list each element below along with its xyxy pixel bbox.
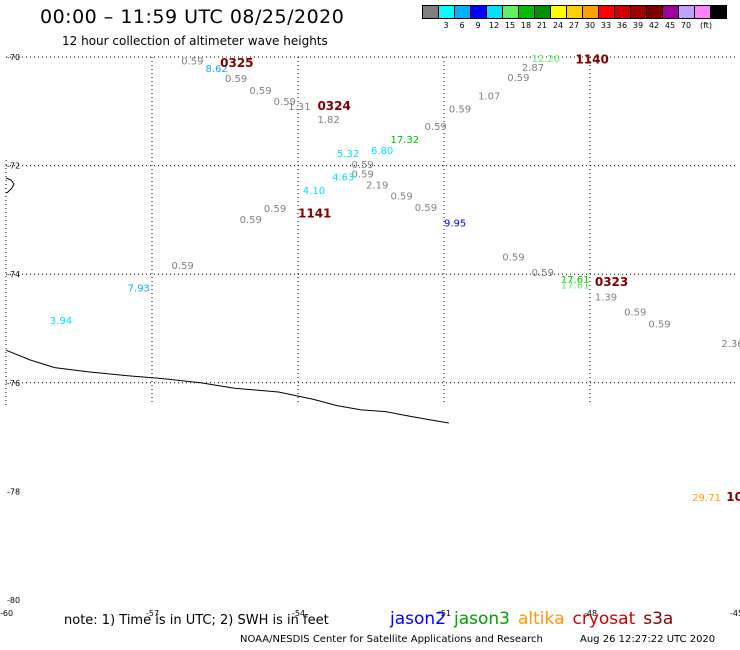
wave-height-value: 2.87 bbox=[522, 63, 544, 74]
wave-height-value: 1.31 bbox=[288, 102, 310, 113]
color-scale-label: 12 bbox=[488, 21, 500, 30]
pass-time-label: 0325 bbox=[220, 56, 253, 70]
legend-item: cryosat bbox=[572, 609, 636, 629]
wave-height-value: 0.59 bbox=[171, 261, 193, 272]
lon-label: -45 bbox=[730, 609, 740, 618]
wave-height-value: 0.59 bbox=[425, 122, 447, 133]
wave-height-value: 0.59 bbox=[449, 104, 471, 115]
legend-item: altika bbox=[518, 609, 565, 629]
lat-label: -74 bbox=[7, 270, 20, 279]
wave-height-value: 8.62 bbox=[206, 64, 228, 75]
color-scale-label: 3 bbox=[443, 21, 449, 30]
wave-height-value: 3.94 bbox=[50, 316, 72, 327]
color-scale-label: 30 bbox=[584, 21, 596, 30]
wave-height-value: 17.32 bbox=[390, 135, 419, 146]
legend-item: s3a bbox=[643, 609, 674, 629]
wave-height-value: 0.59 bbox=[624, 307, 646, 318]
color-scale-label: 70 bbox=[680, 21, 692, 30]
footer-credit: NOAA/NESDIS Center for Satellite Applica… bbox=[240, 634, 543, 645]
wave-height-value: 0.59 bbox=[352, 170, 374, 181]
wave-height-value: 2.19 bbox=[366, 180, 388, 191]
footer-timestamp: Aug 26 12:27:22 UTC 2020 bbox=[580, 634, 716, 645]
wave-height-value: 5.32 bbox=[337, 149, 359, 160]
wave-height-value: 17.61 bbox=[561, 275, 590, 286]
wave-height-value: 0.59 bbox=[264, 204, 286, 215]
wave-height-value: 2.36 bbox=[721, 339, 740, 350]
lon-label: -57 bbox=[146, 609, 159, 618]
color-scale-labels: 3 6 9 12 15 18 21 24 27 30 33 36 39 42 45 70 (ft) bbox=[422, 19, 726, 31]
satellite-legend: jason2 jason3 altika cryosat s3a bbox=[390, 609, 681, 629]
legend-item: jason2 bbox=[390, 609, 446, 629]
wave-height-value: 0.59 bbox=[249, 86, 271, 97]
color-swatch bbox=[710, 5, 727, 19]
color-scale-label: 24 bbox=[552, 21, 564, 30]
color-scale-label: 45 bbox=[664, 21, 676, 30]
wave-height-value: 1.39 bbox=[595, 292, 617, 303]
coastline bbox=[5, 349, 449, 424]
wave-height-value: 4.10 bbox=[303, 186, 325, 197]
lat-label: -80 bbox=[7, 596, 20, 605]
color-scale-label: 33 bbox=[600, 21, 612, 30]
wave-height-value: 6.80 bbox=[371, 146, 393, 157]
wave-height-value: 0.59 bbox=[274, 97, 296, 108]
color-scale-label: 39 bbox=[632, 21, 644, 30]
wave-height-value: 12.20 bbox=[532, 54, 561, 65]
color-scale-unit: (ft) bbox=[699, 21, 713, 30]
pass-time-label: 1140 bbox=[575, 53, 608, 67]
color-scale-label: 36 bbox=[616, 21, 628, 30]
wave-height-value: 4.63 bbox=[332, 172, 354, 183]
wave-height-value: 9.95 bbox=[444, 218, 466, 229]
wave-height-value: 0.59 bbox=[532, 268, 554, 279]
lon-label: -54 bbox=[292, 609, 305, 618]
lat-label: -72 bbox=[7, 162, 20, 171]
lat-label: -76 bbox=[7, 379, 20, 388]
wave-height-color-scale: 3 6 9 12 15 18 21 24 27 30 33 36 39 42 45 70 (ft) bbox=[422, 5, 727, 31]
pass-time-label: 1141 bbox=[298, 207, 331, 221]
wave-height-value: 17.61 bbox=[561, 280, 590, 291]
wave-height-value: 7.93 bbox=[128, 284, 150, 295]
map-annotations: 0.598.620.590.590.591.311.8212.202.870.5… bbox=[50, 53, 740, 505]
wave-height-value: 0.59 bbox=[648, 319, 670, 330]
lat-label: -78 bbox=[7, 487, 20, 496]
lon-label: -60 bbox=[0, 609, 13, 618]
pass-time-label: 100 bbox=[726, 490, 740, 504]
wave-height-value: 0.59 bbox=[240, 215, 262, 226]
color-scale-label: 21 bbox=[536, 21, 548, 30]
color-scale-label: 15 bbox=[504, 21, 516, 30]
color-scale-swatches bbox=[422, 5, 727, 19]
color-scale-label: 6 bbox=[459, 21, 465, 30]
map-title: 00:00 – 11:59 UTC 08/25/2020 bbox=[40, 6, 345, 28]
coastline-fragment bbox=[5, 177, 15, 194]
color-scale-label: 27 bbox=[568, 21, 580, 30]
wave-height-value: 0.59 bbox=[225, 74, 247, 85]
wave-height-value: 0.59 bbox=[181, 57, 203, 68]
footer-note: note: 1) Time is in UTC; 2) SWH is in fe… bbox=[64, 613, 329, 628]
color-scale-label: 9 bbox=[475, 21, 481, 30]
pass-time-label: 0324 bbox=[317, 99, 350, 113]
lat-label: -70 bbox=[7, 53, 20, 62]
wave-height-value: 0.59 bbox=[415, 203, 437, 214]
map-subtitle: 12 hour collection of altimeter wave hei… bbox=[62, 34, 328, 48]
color-scale-label: 42 bbox=[648, 21, 660, 30]
wave-height-value: 1.82 bbox=[317, 115, 339, 126]
lon-label: -48 bbox=[584, 609, 597, 618]
wave-height-value: 0.59 bbox=[502, 253, 524, 264]
lon-label: -51 bbox=[438, 609, 451, 618]
legend-item: jason3 bbox=[454, 609, 510, 629]
wave-height-value: 0.59 bbox=[507, 73, 529, 84]
wave-height-value: 1.07 bbox=[478, 91, 500, 102]
map-grid: -70 -72 -74 -76 -78 -80 -60 -57 -54 -51 -48 -45 bbox=[0, 53, 740, 618]
color-scale-label: 18 bbox=[520, 21, 532, 30]
wave-height-value: 0.59 bbox=[390, 191, 412, 202]
wave-height-value: 0.59 bbox=[352, 160, 374, 171]
pass-time-label: 0323 bbox=[595, 275, 628, 289]
wave-height-value: 29.71 bbox=[692, 493, 721, 504]
